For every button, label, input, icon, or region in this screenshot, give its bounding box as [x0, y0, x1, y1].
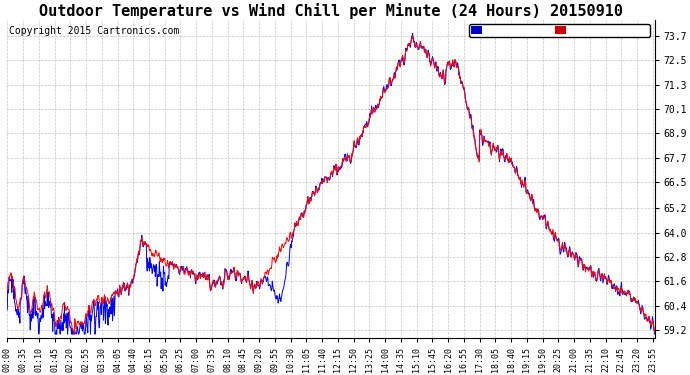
Text: Copyright 2015 Cartronics.com: Copyright 2015 Cartronics.com: [8, 26, 179, 36]
Title: Outdoor Temperature vs Wind Chill per Minute (24 Hours) 20150910: Outdoor Temperature vs Wind Chill per Mi…: [39, 3, 623, 19]
Legend: Wind Chill  (°F), Temperature  (°F): Wind Chill (°F), Temperature (°F): [469, 24, 650, 37]
